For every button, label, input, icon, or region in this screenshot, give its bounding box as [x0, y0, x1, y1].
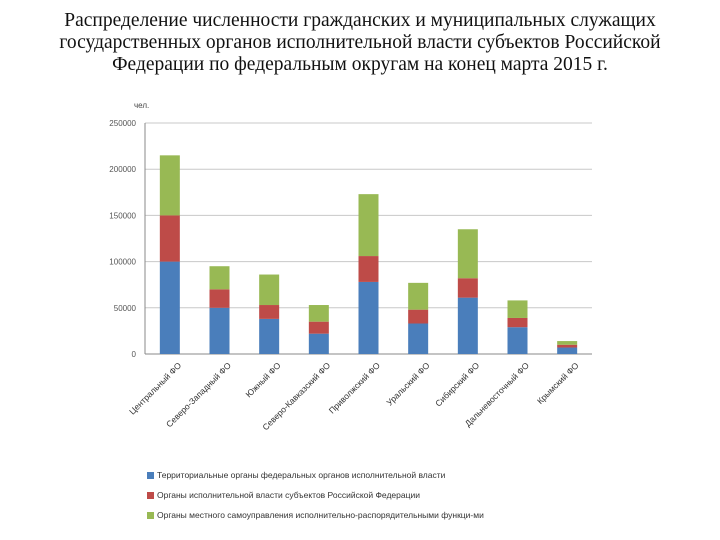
- y-tick-label: 250000: [109, 119, 136, 128]
- y-tick-label: 100000: [109, 258, 136, 267]
- bar-segment-regional: [507, 317, 528, 328]
- bar-segment-federal: [358, 281, 379, 354]
- bar-segment-regional: [457, 278, 478, 298]
- x-category-label: Центральный ФО: [127, 360, 183, 416]
- x-category-label: Приволжский ФО: [327, 360, 382, 415]
- legend: Территориальные органы федеральных орган…: [147, 465, 607, 525]
- legend-item-regional: Органы исполнительной власти субъектов Р…: [147, 485, 607, 505]
- bar-segment-municipal: [408, 282, 429, 310]
- bar-segment-federal: [457, 297, 478, 354]
- legend-label-regional: Органы исполнительной власти субъектов Р…: [157, 490, 420, 500]
- bar-segment-federal: [259, 318, 280, 354]
- legend-label-federal: Территориальные органы федеральных орган…: [157, 470, 446, 480]
- x-category-label: Уральский ФО: [384, 360, 431, 407]
- bar-segment-municipal: [507, 300, 528, 318]
- legend-swatch-regional: [147, 491, 154, 499]
- bar-segment-municipal: [557, 341, 578, 345]
- title-line-2: государственных органов исполнительной в…: [59, 32, 661, 53]
- y-axis-tick-labels: 0 50000 100000 150000 200000 250000: [109, 119, 136, 359]
- title-line-1: Распределение численности гражданских и …: [64, 10, 656, 31]
- bar-segment-regional: [259, 305, 280, 319]
- bar-segment-regional: [159, 215, 180, 262]
- y-tick-label: 50000: [114, 304, 137, 313]
- bar-segment-federal: [209, 307, 230, 354]
- bar-segment-regional: [408, 309, 429, 324]
- bar-segment-municipal: [209, 266, 230, 290]
- legend-item-federal: Территориальные органы федеральных орган…: [147, 465, 607, 485]
- legend-item-municipal: Органы местного самоуправления исполните…: [147, 505, 607, 525]
- x-category-label: Крымский ФО: [535, 360, 581, 406]
- legend-swatch-federal: [147, 471, 154, 479]
- bar-segment-regional: [358, 256, 379, 282]
- legend-swatch-municipal: [147, 511, 154, 519]
- bar-segment-federal: [408, 323, 429, 354]
- bar-segment-regional: [209, 289, 230, 308]
- bar-segment-federal: [507, 327, 528, 354]
- bar-segment-federal: [557, 347, 578, 354]
- bar-segment-regional: [308, 321, 329, 334]
- bar-segment-federal: [159, 261, 180, 354]
- y-tick-label: 150000: [109, 211, 136, 220]
- x-category-label: Южный ФО: [244, 360, 283, 399]
- y-axis-unit-label: чел.: [134, 101, 149, 110]
- y-tick-label: 0: [132, 350, 137, 359]
- slide-title: Распределение численности гражданских и …: [4, 10, 716, 76]
- bar-segment-municipal: [159, 155, 180, 216]
- bar-segment-municipal: [259, 274, 280, 306]
- title-line-3: Федерации по федеральным округам на коне…: [112, 54, 608, 75]
- bar-segment-municipal: [358, 194, 379, 257]
- y-tick-label: 200000: [109, 165, 136, 174]
- bar-segment-federal: [308, 333, 329, 354]
- bar-segment-municipal: [308, 305, 329, 322]
- x-category-label: Сибирский ФО: [433, 360, 481, 408]
- bar-segment-municipal: [457, 229, 478, 279]
- bars: [159, 155, 578, 354]
- legend-label-municipal: Органы местного самоуправления исполните…: [157, 510, 484, 520]
- bar-segment-regional: [557, 344, 578, 348]
